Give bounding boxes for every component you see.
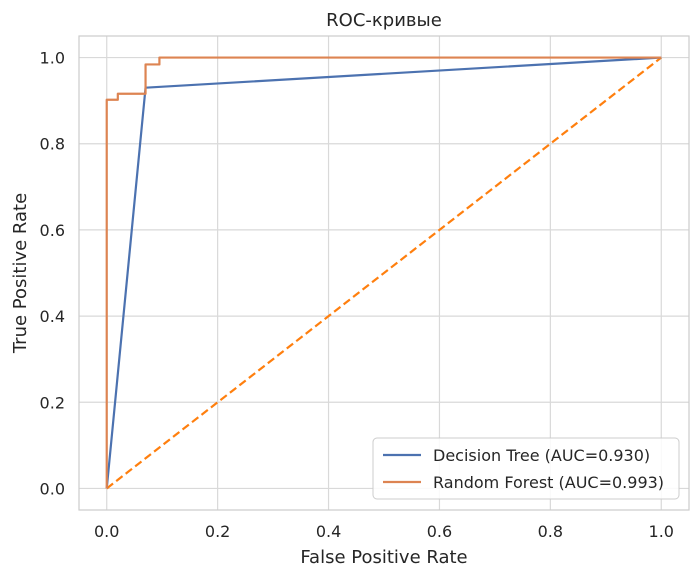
- y-tick-label: 0.2: [40, 393, 65, 412]
- series-line-chance: [106, 56, 662, 490]
- x-tick-label: 0.0: [94, 522, 119, 541]
- x-tick-label: 1.0: [649, 522, 674, 541]
- tick-labels: 0.0 0.2 0.4 0.6 0.8 1.0 0.0 0.2 0.4 0.6 0.8 1.0: [40, 49, 674, 541]
- grid-lines: [79, 36, 689, 510]
- y-tick-label: 0.4: [40, 307, 65, 326]
- legend-label-random-forest: Random Forest (AUC=0.993): [433, 473, 664, 492]
- series-line-random-forest: [105, 56, 662, 489]
- legend: Decision Tree (AUC=0.930) Random Forest …: [372, 437, 680, 500]
- y-tick-label: 0.6: [40, 221, 65, 240]
- x-tick-label: 0.6: [427, 522, 452, 541]
- x-tick-label: 0.2: [205, 522, 230, 541]
- x-tick-label: 0.4: [316, 522, 341, 541]
- y-tick-label: 0.0: [40, 479, 65, 498]
- series-lines: [105, 56, 662, 490]
- x-axis-label: False Positive Rate: [300, 547, 467, 568]
- chart-title: ROC-кривые: [326, 10, 442, 31]
- plot-frame: [78, 35, 690, 511]
- y-axis-label: True Positive Rate: [10, 193, 31, 354]
- y-tick-label: 1.0: [40, 49, 65, 68]
- y-tick-label: 0.8: [40, 135, 65, 154]
- x-tick-label: 0.8: [538, 522, 563, 541]
- legend-box: [372, 437, 680, 500]
- legend-label-decision-tree: Decision Tree (AUC=0.930): [433, 446, 650, 465]
